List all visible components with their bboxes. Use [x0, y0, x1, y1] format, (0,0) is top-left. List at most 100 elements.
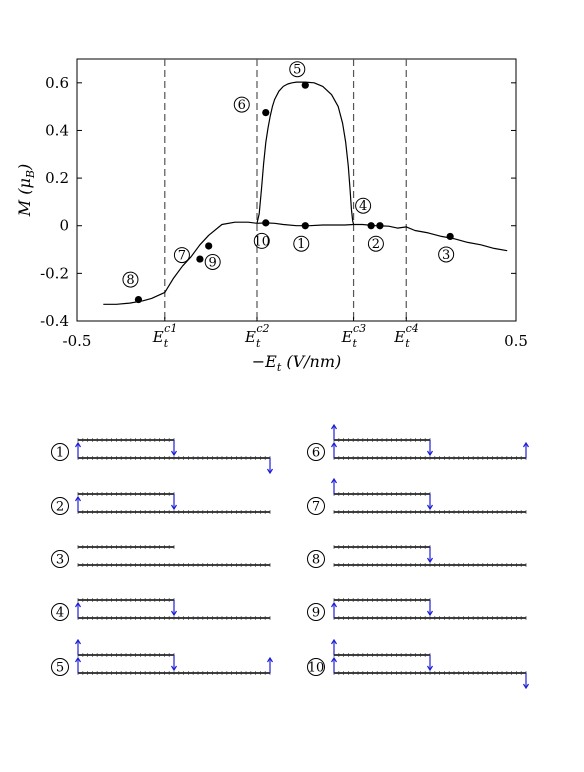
- top-chain: [77, 492, 175, 496]
- y-tick-label: 0.4: [45, 121, 69, 139]
- point-label-circle-1: [293, 235, 310, 252]
- y-tick-label: -0.2: [40, 264, 69, 282]
- spin-up-arrow-icon: [74, 441, 82, 458]
- y-axis-label: M (μB): [15, 164, 37, 217]
- point-label-1: 1: [297, 237, 305, 252]
- point-label-2: 2: [372, 237, 380, 252]
- point-label-7: 7: [178, 249, 186, 264]
- point-label-3: 3: [442, 248, 450, 263]
- point-label-5: 5: [293, 63, 301, 78]
- bottom-chain: [77, 456, 271, 460]
- spin-up-arrow-icon: [330, 638, 338, 655]
- data-point-3: [446, 232, 454, 241]
- config-index-label: 5: [56, 661, 64, 676]
- point-label-circle-8: [122, 271, 139, 288]
- spin-up-arrow-icon: [266, 656, 274, 673]
- configuration-4: 4: [51, 598, 271, 621]
- config-index-circle: [307, 497, 325, 515]
- bottom-chain: [333, 616, 527, 620]
- bottom-chain: [333, 563, 527, 567]
- config-index-circle: [307, 603, 325, 621]
- configuration-1: 1: [51, 438, 274, 475]
- series-line-2: [256, 81, 355, 225]
- point-label-6: 6: [238, 98, 246, 113]
- top-chain: [77, 438, 175, 442]
- bottom-chain: [333, 456, 527, 460]
- spin-down-arrow-icon: [426, 600, 434, 617]
- series-line-1: [103, 221, 508, 305]
- y-tick-label: -0.4: [40, 312, 69, 330]
- spin-down-arrow-icon: [170, 600, 178, 617]
- configuration-9: 9: [307, 598, 527, 621]
- configuration-6: 6: [307, 423, 530, 461]
- spin-down-arrow-icon: [426, 547, 434, 564]
- config-index-label: 9: [312, 606, 320, 621]
- data-point-4: [367, 222, 375, 230]
- configuration-5: 5: [51, 638, 274, 676]
- point-label-10: 10: [253, 234, 270, 249]
- top-chain: [333, 598, 431, 602]
- point-label-circle-2: [367, 235, 384, 252]
- data-point-1: [301, 222, 309, 230]
- spin-configurations-panel: 1 2 3 4 5 6 7 8 9 10: [51, 423, 530, 690]
- point-label-circle-10: [253, 232, 270, 249]
- spin-down-arrow-icon: [266, 458, 274, 475]
- config-index-label: 8: [312, 553, 320, 568]
- data-point-10: [262, 219, 270, 227]
- config-index-circle: [51, 550, 69, 568]
- spin-up-arrow-icon: [74, 656, 82, 673]
- config-index-label: 4: [56, 606, 64, 621]
- data-point-8: [134, 295, 143, 304]
- top-chain: [77, 598, 175, 602]
- y-tick-label: 0.2: [45, 169, 69, 187]
- configuration-7: 7: [307, 477, 527, 515]
- configuration-10: 10: [307, 638, 530, 690]
- config-index-circle: [51, 443, 69, 461]
- data-point-7: [196, 255, 204, 263]
- spin-up-arrow-icon: [330, 441, 338, 458]
- point-label-circle-7: [173, 247, 190, 264]
- point-label-circle-4: [355, 197, 372, 214]
- point-label-circle-6: [233, 96, 250, 113]
- data-point-2: [376, 222, 384, 230]
- data-point-5: [301, 81, 309, 89]
- point-label-circle-9: [204, 253, 221, 270]
- spin-up-arrow-icon: [330, 423, 338, 440]
- top-chain: [77, 545, 175, 549]
- spin-up-arrow-icon: [74, 601, 82, 618]
- config-index-circle: [51, 497, 69, 515]
- config-index-label: 10: [308, 661, 325, 676]
- config-index-label: 7: [312, 500, 320, 515]
- top-chain: [333, 653, 431, 657]
- point-label-circle-3: [438, 246, 455, 263]
- config-index-label: 1: [56, 446, 64, 461]
- config-index-label: 2: [56, 500, 64, 515]
- configuration-3: 3: [51, 545, 271, 568]
- config-index-circle: [307, 443, 325, 461]
- spin-up-arrow-icon: [522, 441, 530, 458]
- spin-down-arrow-icon: [170, 494, 178, 511]
- top-chain: [333, 438, 431, 442]
- y-tick-label: 0: [59, 217, 69, 235]
- spin-up-arrow-icon: [330, 656, 338, 673]
- critical-field-label-2: Etc2: [244, 322, 270, 350]
- critical-field-label-3: Etc3: [341, 322, 367, 350]
- x-axis-label: −Et (V/nm): [252, 352, 342, 374]
- config-index-label: 6: [312, 446, 320, 461]
- x-tick-label: -0.5: [63, 332, 92, 350]
- spin-down-arrow-icon: [426, 655, 434, 672]
- point-label-9: 9: [209, 255, 217, 270]
- spin-up-arrow-icon: [74, 638, 82, 655]
- point-label-8: 8: [126, 273, 134, 288]
- config-index-circle: [307, 550, 325, 568]
- top-chain: [333, 492, 431, 496]
- bottom-chain: [77, 510, 271, 514]
- point-label-4: 4: [359, 199, 367, 214]
- configuration-8: 8: [307, 545, 527, 568]
- magnetization-chart: Etc1 Etc2 Etc3 Etc4 -0.5 0.5 0.6 0.4 0.2 0 -0.2 -0.…: [15, 58, 528, 374]
- spin-down-arrow-icon: [170, 440, 178, 457]
- config-index-circle: [51, 603, 69, 621]
- spin-down-arrow-icon: [170, 655, 178, 672]
- bottom-chain: [333, 510, 527, 514]
